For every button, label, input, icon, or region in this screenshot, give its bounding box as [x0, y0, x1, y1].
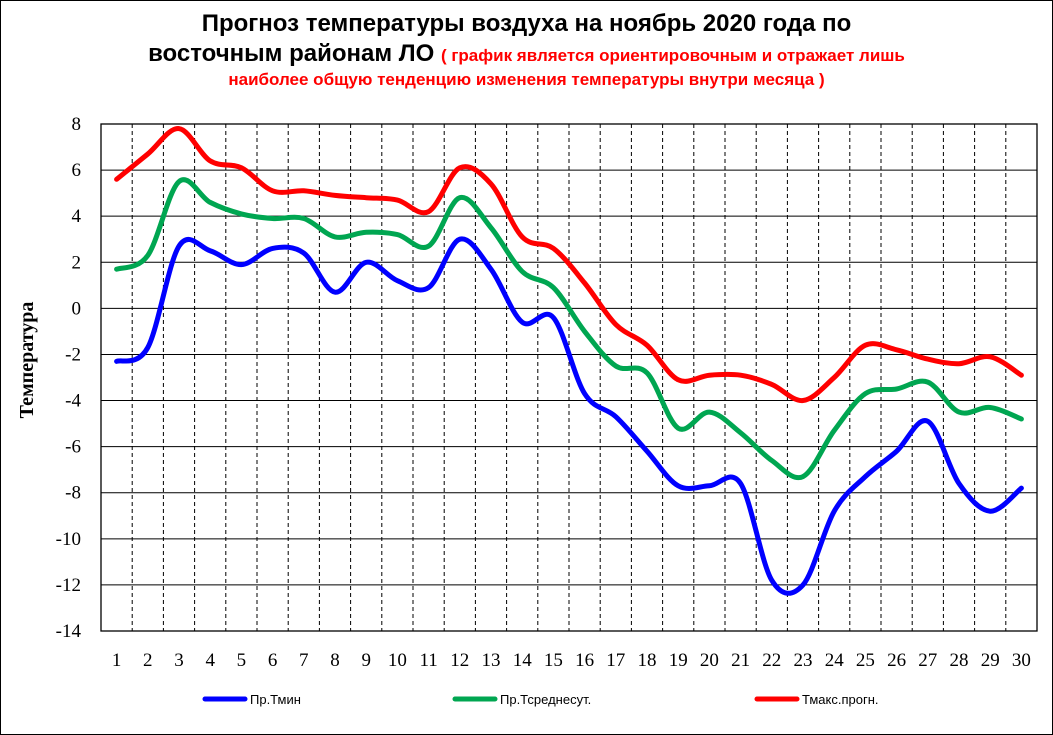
x-tick-label: 4	[205, 650, 215, 671]
x-tick-label: 3	[174, 650, 184, 671]
x-tick-label: 30	[1012, 650, 1031, 671]
x-tick-label: 13	[482, 650, 501, 671]
x-tick-label: 27	[918, 650, 937, 671]
series-line-1	[114, 236, 1024, 596]
series-line-3	[114, 126, 1024, 404]
x-tick-label: 14	[513, 650, 533, 671]
y-tick-label: 8	[72, 114, 82, 135]
x-tick-label: 11	[419, 650, 437, 671]
y-axis-label: Температура	[16, 302, 38, 419]
x-tick-label: 18	[638, 650, 657, 671]
y-tick-labels: 8 6 4 2 0 -2 -4 -6 -8 -10 -12 -14	[56, 114, 82, 642]
x-tick-label: 2	[143, 650, 153, 671]
x-tick-label: 9	[361, 650, 371, 671]
x-tick-label: 24	[825, 650, 845, 671]
y-tick-label: -12	[56, 575, 81, 596]
x-tick-label: 22	[762, 650, 781, 671]
x-tick-label: 10	[388, 650, 407, 671]
y-tick-label: -8	[65, 483, 81, 504]
x-tick-label: 15	[544, 650, 563, 671]
x-tick-label: 28	[950, 650, 969, 671]
series-lines	[114, 126, 1024, 596]
y-tick-label: -10	[56, 529, 81, 550]
y-tick-label: -6	[65, 437, 81, 458]
x-tick-label: 25	[856, 650, 875, 671]
x-tick-label: 19	[669, 650, 688, 671]
x-tick-label: 7	[299, 650, 309, 671]
x-tick-label: 20	[700, 650, 719, 671]
chart-title-line-1: Прогноз температуры воздуха на ноябрь 20…	[201, 10, 852, 37]
y-tick-label: 2	[72, 252, 82, 273]
x-tick-label: 6	[268, 650, 278, 671]
series-line-2	[114, 177, 1024, 481]
y-tick-label: 6	[72, 160, 82, 181]
x-tick-label: 26	[887, 650, 906, 671]
y-tick-label: -2	[65, 344, 81, 365]
x-tick-label: 5	[237, 650, 247, 671]
plot-border	[100, 123, 1038, 632]
x-tick-label: 16	[575, 650, 594, 671]
legend-label-1: Пр.Тмин	[250, 692, 301, 707]
chart-note-part-1: ( график является ориентировочным и отра…	[440, 46, 905, 65]
y-tick-label: 0	[72, 298, 82, 319]
chart-title-region: восточным районам ЛО	[148, 40, 435, 67]
legend-label-3: Тмакс.прогн.	[802, 692, 879, 707]
y-tick-label: -14	[56, 621, 82, 642]
x-tick-labels: 1 2 3 4 5 6 7 8 9 10 11 12 13 14 15 16 17 18 19 20 21 22 23 24 2…	[112, 650, 1031, 671]
x-tick-label: 17	[606, 650, 625, 671]
chart-title-line-2: восточным районам ЛО ( график является о…	[0, 40, 1053, 68]
x-tick-label: 21	[731, 650, 750, 671]
x-tick-label: 8	[330, 650, 340, 671]
x-tick-label: 12	[450, 650, 469, 671]
chart-note-part-2: наиболее общую тенденцию изменения темпе…	[228, 70, 825, 89]
legend: Пр.Тмин Пр.Тсреднесут. Тмакс.прогн.	[202, 692, 879, 707]
x-tick-label: 1	[112, 650, 122, 671]
y-tick-label: -4	[65, 391, 81, 412]
plot-area	[100, 123, 1038, 632]
grid	[101, 123, 1037, 632]
x-tick-label: 23	[794, 650, 813, 671]
y-tick-label: 4	[72, 206, 82, 227]
x-tick-label: 29	[981, 650, 1000, 671]
legend-label-2: Пр.Тсреднесут.	[500, 692, 591, 707]
